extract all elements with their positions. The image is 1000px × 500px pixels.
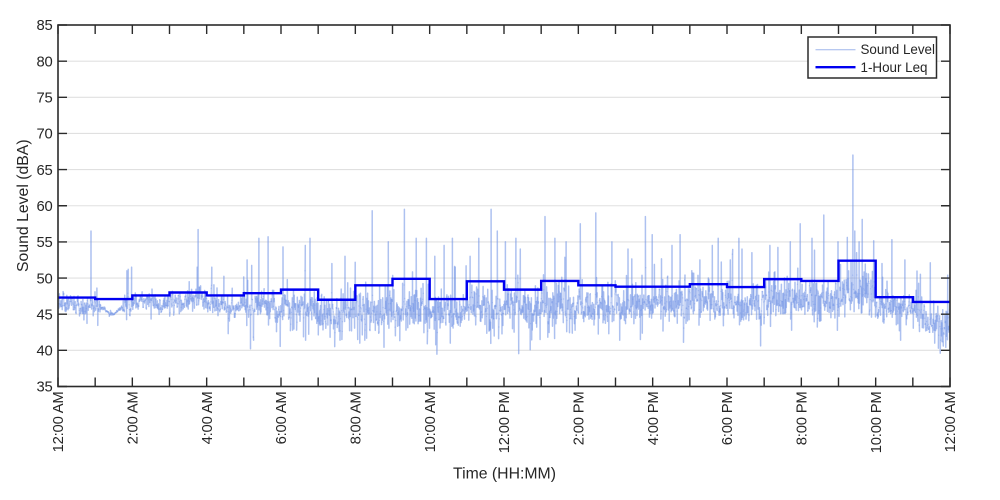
svg-text:60: 60	[36, 199, 52, 215]
svg-text:Time (HH:MM): Time (HH:MM)	[453, 466, 556, 483]
svg-text:10:00 PM: 10:00 PM	[869, 392, 885, 454]
svg-text:6:00 PM: 6:00 PM	[720, 392, 736, 446]
svg-text:4:00 PM: 4:00 PM	[646, 392, 662, 446]
svg-text:50: 50	[36, 271, 52, 287]
svg-text:8:00 AM: 8:00 AM	[349, 392, 365, 445]
svg-text:2:00 AM: 2:00 AM	[126, 392, 142, 445]
svg-text:40: 40	[36, 344, 52, 360]
svg-text:75: 75	[36, 91, 52, 107]
svg-text:45: 45	[36, 307, 52, 323]
svg-text:12:00 AM: 12:00 AM	[51, 392, 67, 453]
svg-text:1-Hour Leq: 1-Hour Leq	[861, 60, 928, 75]
svg-text:10:00 AM: 10:00 AM	[423, 392, 439, 453]
svg-text:8:00 PM: 8:00 PM	[795, 392, 811, 446]
svg-text:65: 65	[36, 163, 52, 179]
svg-text:Sound Level (dBA): Sound Level (dBA)	[15, 139, 32, 272]
svg-text:80: 80	[36, 54, 52, 70]
svg-text:55: 55	[36, 235, 52, 251]
svg-text:Sound Level: Sound Level	[861, 42, 935, 57]
svg-text:35: 35	[36, 380, 52, 396]
svg-text:70: 70	[36, 127, 52, 143]
svg-text:85: 85	[36, 18, 52, 34]
svg-text:12:00 AM: 12:00 AM	[943, 392, 959, 453]
svg-text:4:00 AM: 4:00 AM	[200, 392, 216, 445]
svg-text:12:00 PM: 12:00 PM	[497, 392, 513, 454]
svg-text:6:00 AM: 6:00 AM	[274, 392, 290, 445]
svg-text:2:00 PM: 2:00 PM	[572, 392, 588, 446]
